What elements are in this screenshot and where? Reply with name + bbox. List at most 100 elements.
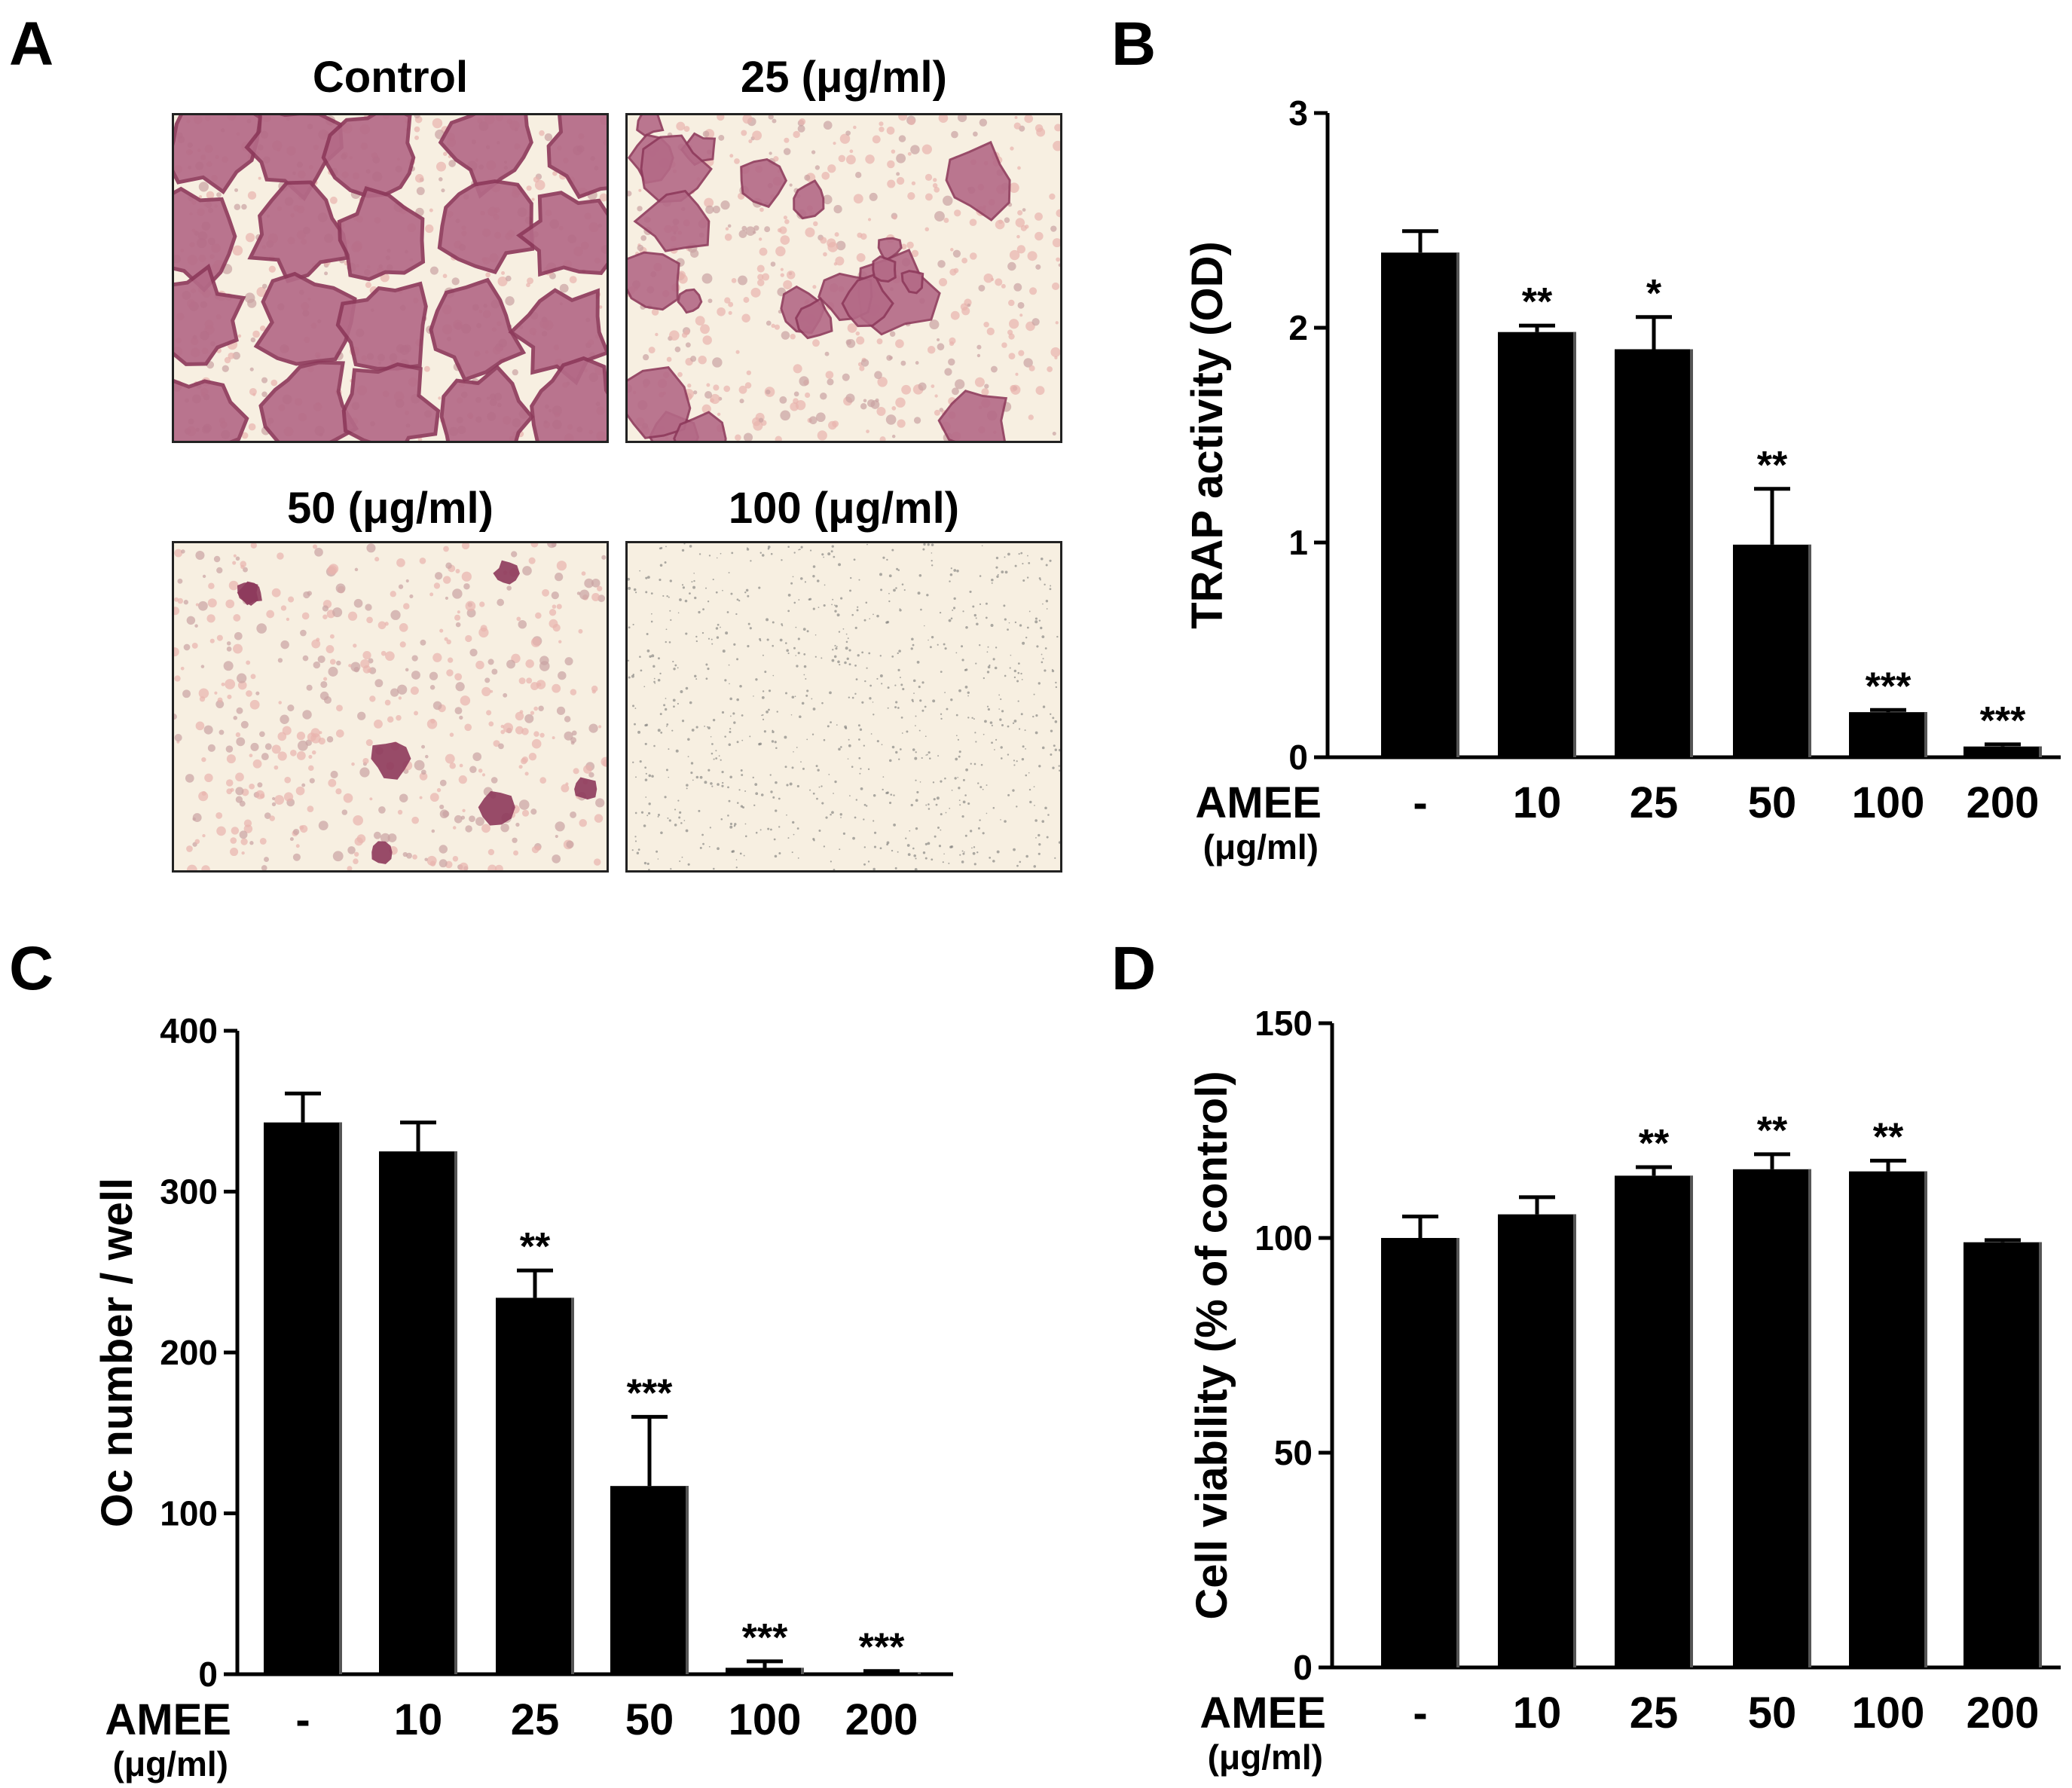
bar-edge xyxy=(1808,1169,1811,1667)
category-label: 10 xyxy=(394,1695,443,1744)
bar-edge xyxy=(1456,1238,1459,1667)
significance-label: *** xyxy=(742,1616,788,1660)
y-tick-label: 2 xyxy=(1288,308,1308,347)
bar-edge xyxy=(1573,1214,1576,1667)
bar xyxy=(1381,1238,1459,1667)
x-axis-unit-label: (μg/ml) xyxy=(1208,1738,1323,1777)
x-axis-label: AMEE xyxy=(105,1695,231,1744)
micrograph-title-50: 50 (μg/ml) xyxy=(287,484,494,533)
category-label: 200 xyxy=(1967,778,2040,827)
bar xyxy=(1615,1175,1693,1667)
significance-label: *** xyxy=(627,1371,673,1415)
y-tick-label: 50 xyxy=(1274,1433,1313,1472)
y-tick-label: 0 xyxy=(1293,1648,1313,1687)
bar xyxy=(1498,1214,1576,1667)
bar-edge xyxy=(1456,252,1459,757)
y-tick-label: 0 xyxy=(1288,738,1308,777)
y-tick-label: 3 xyxy=(1288,93,1308,133)
micrograph-control xyxy=(172,113,609,443)
y-axis-label: Oc number / well xyxy=(93,1178,142,1527)
y-axis-label: Cell viability (% of control) xyxy=(1187,1071,1236,1619)
bar-edge xyxy=(339,1122,342,1674)
bar-edge xyxy=(1573,332,1576,757)
bar-edge xyxy=(1924,1171,1927,1667)
category-label: 10 xyxy=(1513,778,1562,827)
panel-label-d: D xyxy=(1111,934,1157,1003)
bar xyxy=(496,1297,574,1674)
significance-label: ** xyxy=(1639,1122,1670,1166)
bar xyxy=(1733,544,1811,757)
y-tick-label: 100 xyxy=(1255,1218,1313,1258)
bar xyxy=(1849,1171,1927,1667)
micrograph-50 xyxy=(172,541,609,873)
x-axis-label: AMEE xyxy=(1199,1689,1326,1738)
significance-label: ** xyxy=(1757,1109,1788,1153)
significance-label: * xyxy=(1646,272,1662,316)
bar xyxy=(1615,349,1693,757)
bar-edge xyxy=(2039,746,2042,757)
y-tick-label: 100 xyxy=(160,1494,218,1533)
bar xyxy=(842,1672,921,1674)
panel-label-b: B xyxy=(1111,10,1157,78)
bar-edge xyxy=(686,1486,689,1674)
bar-edge xyxy=(1690,349,1693,757)
category-label: 50 xyxy=(1748,778,1797,827)
bar xyxy=(726,1667,804,1674)
y-tick-label: 300 xyxy=(160,1172,218,1212)
category-label: 50 xyxy=(1748,1689,1797,1738)
bar-edge xyxy=(1808,544,1811,757)
bar-edge xyxy=(2039,1242,2042,1667)
category-label: 50 xyxy=(625,1695,674,1744)
panel-label-c: C xyxy=(9,934,54,1003)
bar-edge xyxy=(801,1667,804,1674)
panel-label-a: A xyxy=(9,10,54,78)
significance-label: *** xyxy=(1980,699,2026,743)
bar xyxy=(264,1122,342,1674)
category-label: 100 xyxy=(729,1695,802,1744)
category-label: 100 xyxy=(1852,1689,1925,1738)
category-label: 25 xyxy=(1630,778,1679,827)
category-label: - xyxy=(1413,1689,1427,1738)
bar xyxy=(610,1486,689,1674)
y-tick-label: 0 xyxy=(198,1655,218,1694)
x-axis-label: AMEE xyxy=(1195,778,1322,827)
bar-edge xyxy=(918,1672,921,1674)
bar xyxy=(379,1151,457,1674)
bar-edge xyxy=(454,1151,457,1674)
bar xyxy=(1964,746,2042,757)
bar xyxy=(1381,252,1459,757)
category-label: 25 xyxy=(511,1695,560,1744)
category-label: 200 xyxy=(845,1695,918,1744)
micrograph-title-control: Control xyxy=(312,53,469,102)
y-tick-label: 200 xyxy=(160,1333,218,1372)
bar xyxy=(1498,332,1576,757)
micrograph-title-100: 100 (μg/ml) xyxy=(728,484,960,533)
significance-label: *** xyxy=(1866,665,1912,708)
category-label: 100 xyxy=(1852,778,1925,827)
x-axis-unit-label: (μg/ml) xyxy=(113,1744,228,1783)
significance-label: ** xyxy=(1757,444,1788,487)
category-label: 25 xyxy=(1630,1689,1679,1738)
category-label: - xyxy=(1413,778,1427,827)
x-axis-unit-label: (μg/ml) xyxy=(1203,827,1319,866)
y-tick-label: 1 xyxy=(1288,523,1308,562)
category-label: - xyxy=(295,1695,310,1744)
bar xyxy=(1964,1242,2042,1667)
significance-label: *** xyxy=(859,1626,905,1670)
micrograph-25 xyxy=(625,113,1062,443)
bar-edge xyxy=(1924,712,1927,757)
micrograph-100 xyxy=(625,541,1062,873)
bar-edge xyxy=(571,1297,574,1674)
category-label: 200 xyxy=(1967,1689,2040,1738)
significance-label: ** xyxy=(1522,280,1553,324)
y-tick-label: 150 xyxy=(1255,1004,1313,1043)
micrograph-title-25: 25 (μg/ml) xyxy=(741,53,947,102)
bar xyxy=(1849,712,1927,757)
bar-edge xyxy=(1690,1175,1693,1667)
y-tick-label: 400 xyxy=(160,1011,218,1050)
bar xyxy=(1733,1169,1811,1667)
significance-label: ** xyxy=(1873,1115,1904,1159)
